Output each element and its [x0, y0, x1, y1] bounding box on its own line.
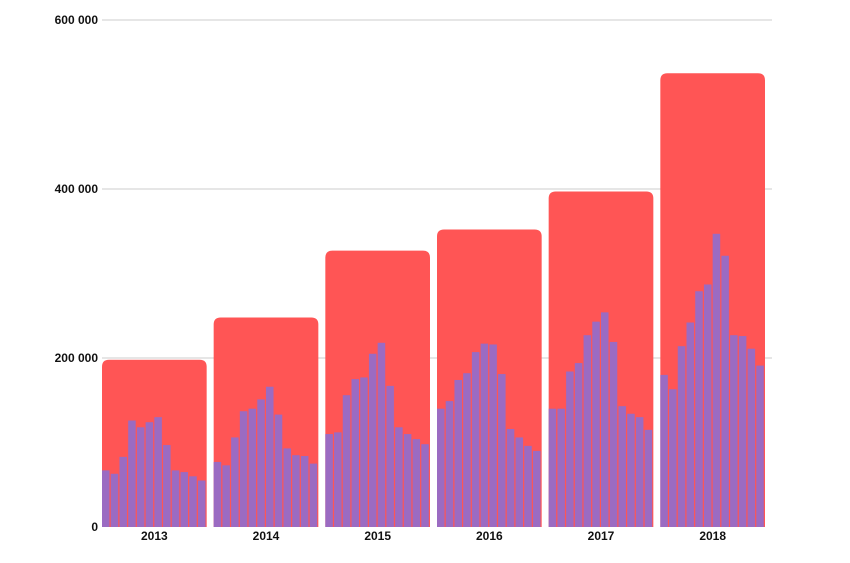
monthly-bar: [325, 434, 333, 527]
monthly-bar: [471, 352, 480, 527]
monthly-bar: [618, 406, 626, 527]
monthly-bar: [403, 434, 412, 527]
y-tick-label: 400 000: [55, 182, 99, 196]
monthly-bar: [524, 445, 532, 527]
monthly-bars: [102, 233, 764, 527]
x-tick-label: 2014: [253, 529, 280, 543]
x-tick-label: 2016: [476, 529, 503, 543]
x-tick-label: 2018: [699, 529, 726, 543]
monthly-bar: [686, 322, 695, 527]
monthly-bar: [119, 456, 127, 527]
monthly-bar: [747, 348, 756, 527]
monthly-bar: [189, 476, 197, 527]
monthly-bar: [506, 428, 515, 527]
monthly-bar: [102, 470, 110, 527]
monthly-bar: [738, 336, 747, 527]
monthly-bar: [342, 395, 351, 527]
monthly-bar: [351, 379, 360, 527]
monthly-bar: [239, 411, 248, 527]
y-tick-label: 0: [91, 520, 98, 534]
monthly-bar: [574, 363, 583, 527]
monthly-bar: [566, 371, 574, 527]
monthly-bar: [627, 413, 635, 527]
x-tick-label: 2015: [364, 529, 391, 543]
monthly-bar: [445, 401, 454, 527]
monthly-bar: [756, 365, 764, 527]
monthly-bar: [360, 377, 368, 527]
monthly-bar: [601, 312, 609, 527]
monthly-bar: [677, 346, 686, 527]
monthly-bar: [171, 470, 180, 527]
monthly-bar: [609, 341, 618, 527]
x-tick-label: 2013: [141, 529, 168, 543]
monthly-bar: [266, 386, 274, 527]
monthly-bar: [592, 321, 600, 527]
monthly-bar: [515, 437, 524, 527]
monthly-bar: [274, 414, 283, 527]
monthly-bar: [421, 444, 429, 527]
monthly-bar: [222, 465, 230, 527]
monthly-bar: [557, 408, 565, 527]
monthly-bar: [368, 353, 377, 527]
monthly-bar: [386, 385, 394, 527]
monthly-bar: [635, 417, 644, 527]
y-tick-label: 200 000: [55, 351, 99, 365]
monthly-bar: [145, 422, 154, 527]
monthly-bar: [377, 342, 386, 527]
monthly-bar: [334, 432, 342, 527]
monthly-bar: [213, 461, 222, 527]
monthly-bar: [197, 480, 206, 527]
monthly-bar: [136, 427, 145, 527]
monthly-bar: [412, 439, 421, 527]
monthly-bar: [660, 374, 668, 527]
monthly-bar: [292, 455, 300, 527]
monthly-bar: [695, 291, 703, 527]
monthly-bar: [644, 429, 653, 527]
y-axis-labels: 0 200 000 400 000 600 000: [55, 13, 99, 534]
monthly-bar: [110, 473, 119, 527]
monthly-bar: [548, 408, 557, 527]
monthly-bar: [454, 379, 462, 527]
monthly-bar: [248, 408, 257, 527]
monthly-bar: [583, 335, 592, 527]
monthly-bar: [300, 456, 309, 527]
y-tick-label: 600 000: [55, 13, 99, 27]
monthly-bar: [163, 445, 171, 527]
monthly-bar: [721, 255, 729, 527]
x-axis-labels: 2013 2014 2015 2016 2017 2018: [141, 529, 726, 543]
monthly-bar: [669, 389, 677, 527]
monthly-bar: [463, 373, 471, 527]
monthly-bar: [309, 463, 318, 527]
x-tick-label: 2017: [588, 529, 615, 543]
monthly-bar: [231, 437, 239, 527]
monthly-bar: [730, 335, 738, 527]
monthly-bar: [532, 450, 541, 527]
monthly-bar: [480, 343, 489, 527]
monthly-bar: [437, 408, 445, 527]
monthly-bar: [128, 420, 136, 527]
monthly-bar: [283, 448, 291, 527]
monthly-bar: [257, 399, 265, 527]
monthly-bar: [489, 344, 497, 527]
monthly-bar: [395, 427, 403, 527]
monthly-bar: [498, 374, 506, 527]
monthly-bar: [712, 233, 721, 527]
monthly-bar: [154, 417, 162, 527]
monthly-bar: [180, 472, 189, 527]
monthly-bar: [703, 284, 712, 527]
